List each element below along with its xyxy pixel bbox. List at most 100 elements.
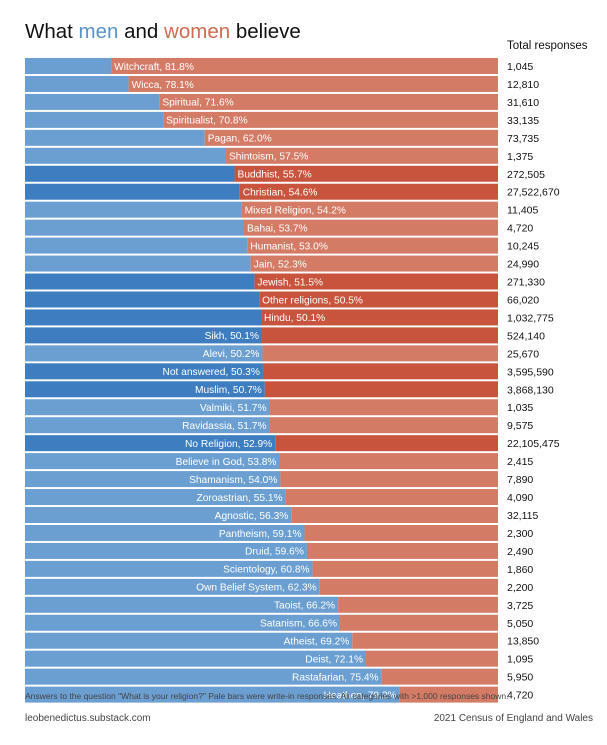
bar-men-christian — [25, 183, 240, 200]
bar-label-jain: Jain, 52.3% — [254, 259, 307, 270]
bar-label-zoroastrian: Zoroastrian, 55.1% — [197, 493, 283, 504]
bar-men-bahai — [25, 219, 244, 236]
footnote: Answers to the question "What is your re… — [25, 691, 509, 701]
bar-women-other-religions — [259, 291, 498, 308]
total-heathen: 4,720 — [507, 690, 533, 702]
bar-men-rastafarian — [25, 668, 382, 685]
bar-label-christian: Christian, 54.6% — [243, 188, 318, 199]
bar-men-shamanism — [25, 471, 281, 488]
bar-label-pagan: Pagan, 62.0% — [208, 134, 272, 145]
total-humanist: 10,245 — [507, 241, 539, 253]
bar-label-druid: Druid, 59.6% — [245, 547, 304, 558]
bar-men-heathen — [25, 686, 400, 703]
total-jain: 24,990 — [507, 259, 539, 271]
total-not-answered: 3,595,590 — [507, 366, 554, 378]
bar-label-believe-in-god: Believe in God, 53.8% — [176, 457, 277, 468]
total-muslim: 3,868,130 — [507, 384, 554, 396]
bar-label-not-answered: Not answered, 50.3% — [163, 367, 260, 378]
total-atheist: 13,850 — [507, 636, 539, 648]
bar-women-taoist — [338, 596, 498, 613]
total-spiritualist: 33,135 — [507, 115, 539, 127]
title-mid: and — [118, 20, 165, 43]
bar-women-deist — [366, 650, 498, 667]
bar-men-buddhist — [25, 165, 235, 182]
bar-men-pagan — [25, 129, 205, 146]
bar-men-mixed-religion — [25, 201, 242, 218]
total-mixed-religion: 11,405 — [507, 205, 538, 217]
total-satanism: 5,050 — [507, 618, 533, 630]
total-agnostic: 32,115 — [507, 510, 538, 522]
bar-label-atheist: Atheist, 69.2% — [284, 637, 350, 648]
total-responses-header: Total responses — [507, 40, 588, 52]
bar-label-heathen: Heathen, 79.2% — [324, 690, 397, 701]
bar-men-believe-in-god — [25, 453, 280, 470]
bar-label-rastafarian: Rastafarian, 75.4% — [292, 672, 379, 683]
total-witchcraft: 1,045 — [507, 61, 533, 73]
bar-women-jain — [250, 255, 498, 272]
bar-women-pagan — [204, 129, 499, 146]
bar-men-not-answered — [25, 363, 263, 380]
bar-women-hindu — [261, 309, 498, 326]
title-suffix: believe — [230, 20, 301, 43]
total-druid: 2,490 — [507, 546, 533, 558]
bar-men-hindu — [25, 309, 262, 326]
bar-women-satanism — [340, 614, 498, 631]
title-men: men — [78, 20, 119, 43]
bar-men-spiritual — [25, 93, 160, 110]
bar-label-own-belief-system: Own Belief System, 62.3% — [196, 583, 317, 594]
total-zoroastrian: 4,090 — [507, 492, 533, 504]
bar-women-ravidassia — [269, 417, 498, 434]
total-spiritual: 31,610 — [507, 97, 539, 109]
bar-women-sikh — [261, 327, 498, 344]
bar-women-rastafarian — [381, 668, 498, 685]
total-sikh: 524,140 — [507, 330, 545, 342]
total-wicca: 12,810 — [507, 79, 539, 91]
bar-label-muslim: Muslim, 50.7% — [195, 385, 262, 396]
total-shamanism: 7,890 — [507, 474, 533, 486]
bar-men-sikh — [25, 327, 262, 344]
bar-label-spiritualist: Spiritualist, 70.8% — [166, 116, 248, 127]
total-believe-in-god: 2,415 — [507, 456, 533, 468]
bar-men-scientology — [25, 560, 313, 577]
bar-label-scientology: Scientology, 60.8% — [223, 565, 309, 576]
bar-men-no-religion — [25, 435, 276, 452]
total-no-religion: 22,105,475 — [507, 438, 560, 450]
bar-men-humanist — [25, 237, 248, 254]
bar-label-witchcraft: Witchcraft, 81.8% — [114, 62, 194, 73]
title-prefix: What — [25, 20, 79, 43]
bar-label-pantheism: Pantheism, 59.1% — [219, 529, 302, 540]
bar-label-satanism: Satanism, 66.6% — [260, 619, 337, 630]
bar-women-scientology — [312, 560, 498, 577]
bar-women-druid — [306, 542, 498, 559]
bar-women-alevi — [262, 345, 498, 362]
bar-women-not-answered — [262, 363, 498, 380]
total-scientology: 1,860 — [507, 564, 533, 576]
bar-women-zoroastrian — [285, 489, 498, 506]
bar-women-spiritual — [159, 93, 498, 110]
total-rastafarian: 5,950 — [507, 672, 533, 684]
total-pantheism: 2,300 — [507, 528, 533, 540]
total-ravidassia: 9,575 — [507, 420, 533, 432]
bar-men-druid — [25, 542, 307, 559]
bar-women-mixed-religion — [241, 201, 498, 218]
total-hindu: 1,032,775 — [507, 312, 554, 324]
bar-label-hindu: Hindu, 50.1% — [264, 313, 325, 324]
total-deist: 1,095 — [507, 654, 533, 666]
bar-women-valmiki — [269, 399, 498, 416]
bar-label-shamanism: Shamanism, 54.0% — [189, 475, 277, 486]
bar-men-muslim — [25, 381, 265, 398]
total-jewish: 271,330 — [507, 277, 545, 289]
total-bahai: 4,720 — [507, 223, 533, 235]
bar-label-alevi: Alevi, 50.2% — [203, 349, 260, 360]
bar-men-taoist — [25, 596, 339, 613]
bar-label-other-religions: Other religions, 50.5% — [262, 295, 363, 306]
bar-men-jewish — [25, 273, 255, 290]
bar-men-shintoism — [25, 147, 227, 164]
bar-women-agnostic — [291, 507, 498, 523]
bar-label-ravidassia: Ravidassia, 51.7% — [182, 421, 266, 432]
bar-women-heathen — [399, 686, 498, 703]
bar-women-own-belief-system — [319, 578, 498, 595]
bar-label-jewish: Jewish, 51.5% — [257, 277, 323, 288]
bar-label-shintoism: Shintoism, 57.5% — [229, 152, 308, 163]
bar-men-own-belief-system — [25, 578, 320, 595]
